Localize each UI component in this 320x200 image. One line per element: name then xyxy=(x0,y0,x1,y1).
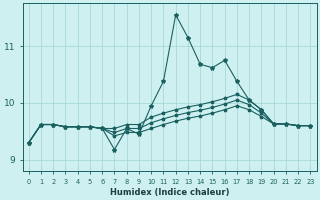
X-axis label: Humidex (Indice chaleur): Humidex (Indice chaleur) xyxy=(110,188,229,197)
